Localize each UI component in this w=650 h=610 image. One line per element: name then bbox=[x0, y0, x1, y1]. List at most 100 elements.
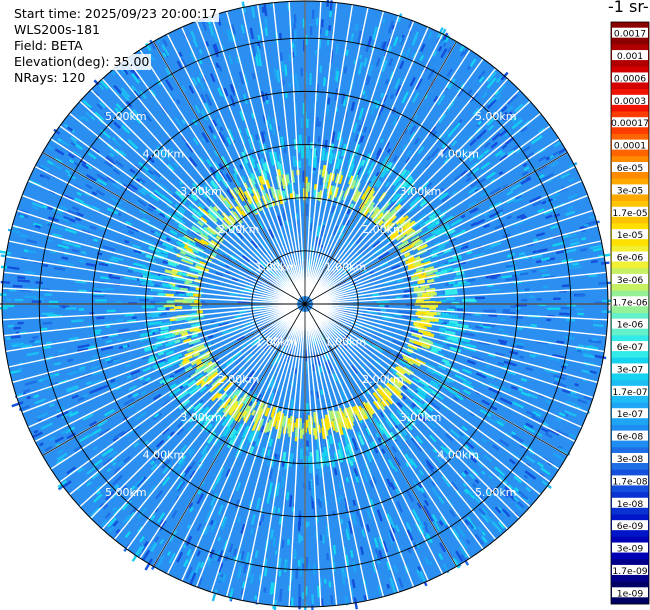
beta-speckle bbox=[423, 499, 430, 507]
beta-speckle bbox=[11, 401, 24, 408]
beta-speckle bbox=[589, 244, 603, 250]
beta-speckle bbox=[429, 249, 440, 256]
beta-speckle bbox=[196, 577, 203, 588]
beta-speckle bbox=[465, 343, 477, 349]
beta-speckle bbox=[165, 155, 172, 161]
beta-speckle bbox=[114, 148, 124, 157]
beta-speckle bbox=[494, 150, 503, 157]
beta-speckle bbox=[53, 266, 66, 271]
beta-speckle bbox=[487, 284, 494, 288]
beta-halo-cell bbox=[191, 207, 203, 218]
beta-speckle bbox=[560, 172, 571, 179]
beta-ring-cell bbox=[423, 265, 435, 272]
beta-speckle bbox=[497, 361, 505, 367]
beta-speckle bbox=[21, 344, 33, 349]
beta-speckle bbox=[312, 363, 316, 372]
beta-speckle bbox=[483, 223, 490, 229]
beta-speckle bbox=[460, 169, 468, 177]
beta-speckle bbox=[446, 153, 452, 158]
colorbar-label-bg bbox=[612, 542, 648, 553]
beta-speckle bbox=[85, 173, 97, 182]
beta-speckle bbox=[364, 74, 369, 82]
field-text: Field: BETA bbox=[12, 38, 85, 54]
beta-speckle bbox=[361, 529, 366, 538]
beta-speckle bbox=[85, 481, 92, 487]
beta-speckle bbox=[218, 260, 226, 266]
beta-halo-cell bbox=[235, 423, 244, 435]
beta-speckle bbox=[327, 97, 331, 105]
beta-speckle bbox=[92, 459, 103, 468]
beta-speckle bbox=[129, 168, 136, 174]
ray-gap bbox=[256, 4, 305, 297]
beta-speckle bbox=[132, 244, 142, 250]
beta-speckle bbox=[281, 540, 285, 548]
beta-speckle bbox=[66, 466, 77, 475]
beta-speckle bbox=[469, 449, 481, 460]
beta-ring-cell bbox=[422, 331, 434, 337]
beta-speckle bbox=[376, 147, 382, 157]
beta-speckle bbox=[556, 340, 565, 344]
beta-speckle bbox=[149, 39, 157, 50]
beta-speckle bbox=[144, 558, 154, 571]
beta-speckle bbox=[393, 456, 401, 467]
beta-speckle bbox=[438, 553, 444, 561]
beta-speckle bbox=[568, 177, 575, 183]
beta-speckle bbox=[478, 76, 485, 83]
beta-speckle bbox=[20, 288, 32, 292]
beta-speckle bbox=[372, 33, 376, 39]
beta-speckle bbox=[526, 242, 534, 247]
beta-speckle bbox=[525, 455, 536, 464]
beta-speckle bbox=[541, 256, 551, 261]
beta-speckle bbox=[259, 375, 266, 385]
beta-speckle bbox=[152, 283, 160, 288]
beta-speckle bbox=[500, 509, 508, 517]
beta-speckle bbox=[126, 224, 140, 233]
beta-speckle bbox=[582, 378, 588, 382]
beta-halo-cell bbox=[440, 267, 453, 273]
beta-halo-cell bbox=[175, 211, 184, 219]
beta-speckle bbox=[250, 514, 256, 526]
beta-speckle bbox=[568, 161, 578, 169]
beta-speckle bbox=[188, 85, 195, 94]
beta-ring-cell bbox=[183, 338, 192, 344]
beta-speckle bbox=[465, 176, 472, 183]
beta-halo-cell bbox=[444, 289, 458, 294]
colorbar-label-bg bbox=[612, 363, 648, 374]
beta-speckle bbox=[364, 584, 369, 595]
beta-speckle bbox=[328, 581, 332, 588]
beta-speckle bbox=[377, 437, 382, 443]
beta-speckle bbox=[213, 149, 220, 157]
beta-speckle bbox=[422, 493, 427, 499]
beta-speckle bbox=[106, 155, 115, 163]
beta-speckle bbox=[276, 69, 281, 83]
beta-halo-cell bbox=[434, 226, 447, 236]
beta-speckle bbox=[381, 448, 386, 454]
beta-halo-cell bbox=[190, 388, 199, 396]
beta-speckle bbox=[506, 370, 517, 376]
beta-speckle bbox=[235, 482, 242, 492]
beta-speckle bbox=[17, 279, 30, 283]
beta-speckle bbox=[98, 225, 107, 231]
beta-speckle bbox=[249, 380, 258, 392]
beta-ring-cell bbox=[207, 208, 219, 220]
beta-speckle bbox=[446, 68, 454, 77]
beta-speckle bbox=[393, 36, 399, 47]
colorbar-tick-label: 1.7e-05 bbox=[612, 208, 647, 219]
beta-halo-cell bbox=[177, 223, 188, 232]
beta-speckle bbox=[34, 398, 47, 405]
beta-speckle bbox=[211, 589, 218, 602]
beta-speckle bbox=[550, 224, 558, 230]
beta-speckle bbox=[396, 278, 404, 283]
beta-speckle bbox=[567, 393, 579, 399]
beta-speckle bbox=[445, 433, 454, 442]
beta-speckle bbox=[476, 129, 487, 140]
beta-speckle bbox=[370, 102, 377, 115]
beta-speckle bbox=[80, 251, 87, 255]
beta-halo-cell bbox=[345, 453, 351, 465]
beta-speckle bbox=[387, 532, 394, 545]
beta-speckle bbox=[240, 267, 253, 276]
beta-speckle bbox=[433, 95, 439, 103]
beta-speckle bbox=[475, 325, 484, 330]
beta-speckle bbox=[389, 93, 395, 100]
beta-speckle bbox=[150, 463, 158, 471]
